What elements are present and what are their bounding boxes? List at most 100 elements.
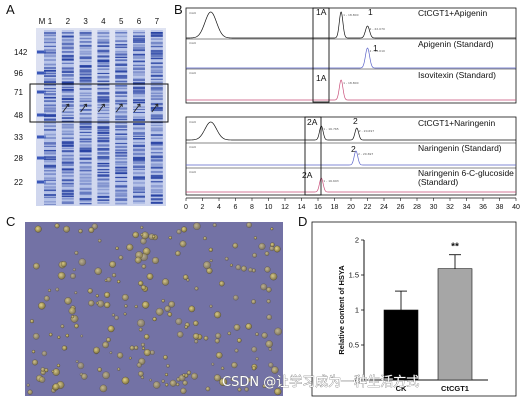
x-tick-label: 28 (413, 204, 421, 211)
x-tick-label: 8 (250, 204, 254, 211)
bar (437, 268, 473, 381)
y-tick-label: 2 (355, 236, 359, 245)
panel-c-micrograph (25, 222, 283, 396)
cell-particle (138, 280, 144, 286)
cell-particle (194, 339, 199, 344)
cell-particle (255, 357, 259, 361)
gel-lane (97, 30, 110, 204)
cell-particle (177, 331, 184, 338)
cell-particle (230, 378, 234, 382)
x-tick-label: 6 (234, 204, 238, 211)
cell-particle (168, 236, 172, 240)
chromatogram-line (186, 121, 516, 141)
marker-band (37, 90, 46, 94)
lane-label: 1 (48, 17, 53, 26)
cell-particle (132, 231, 139, 239)
cell-particle (97, 367, 102, 372)
cell-particle (34, 225, 42, 233)
cell-particle (203, 335, 209, 341)
cell-particle (78, 258, 87, 266)
peak-retention-text: 1 - 18.800 (343, 13, 358, 17)
cell-particle (117, 352, 124, 359)
y-axis-label: Relative content of HSYA (337, 265, 346, 355)
cell-particle (229, 263, 233, 267)
cell-particle (117, 367, 121, 371)
chromatogram-line (186, 150, 516, 166)
cell-particle (107, 325, 115, 333)
cell-particle (102, 371, 110, 380)
cell-particle (118, 255, 124, 260)
cell-particle (141, 301, 150, 309)
trace-header: mAU (189, 120, 196, 124)
cell-particle (81, 373, 88, 380)
cell-particle (65, 333, 70, 338)
trace-row: mAU 1 - 18.800 2 - 22.070 CtCGT1+Apigenin 1A… (186, 7, 516, 39)
cell-particles (26, 222, 282, 396)
trace-label: CtCGT1+Naringenin (418, 118, 496, 128)
cell-particle (141, 264, 147, 269)
peak-retention-text: 1 - 18.800 (343, 81, 358, 85)
micrograph-image (25, 222, 283, 396)
cell-particle (186, 370, 192, 375)
trace-label: Apigenin (Standard) (418, 39, 494, 49)
cell-particle (265, 340, 273, 348)
cell-particle (211, 362, 215, 366)
cell-particle (88, 227, 95, 233)
cell-particle (121, 294, 129, 301)
cell-particle (268, 362, 274, 368)
x-tick-label: 18 (331, 204, 339, 211)
cell-particle (166, 364, 170, 368)
cell-particle (63, 225, 70, 233)
gel-lane (133, 30, 145, 204)
cell-particle (95, 301, 99, 305)
marker-label: 28 (14, 154, 23, 163)
x-tick-label: 24 (380, 204, 388, 211)
gel-lane (44, 30, 56, 205)
chromatogram-line (186, 79, 516, 101)
x-tick-label: 38 (496, 204, 504, 211)
band-arrows (62, 103, 159, 113)
marker-label: 22 (14, 178, 23, 187)
cell-particle (51, 370, 55, 373)
cell-particle (138, 327, 143, 332)
cell-particle (43, 295, 50, 302)
peak-tag: 1 (373, 43, 378, 53)
cell-particle (106, 337, 111, 343)
cell-particle (163, 355, 168, 360)
cell-particle (52, 383, 60, 390)
peak-retention-text: 2 - 20.697 (358, 152, 373, 156)
lane-label: 4 (101, 17, 106, 26)
cell-particle (246, 377, 252, 383)
chromatogram-group-1 (185, 7, 517, 104)
cell-particle (33, 262, 40, 270)
bar-group: CtCGT1 (437, 254, 473, 393)
cell-particle (270, 227, 274, 231)
cell-particle (169, 379, 177, 387)
trace-row: mAU 1 - 16.765 2 - 20.697 CtCGT1+Naringenin… (186, 116, 516, 141)
cell-particle (268, 347, 273, 351)
cell-particle (153, 381, 161, 389)
cell-particle (129, 345, 135, 351)
cell-particle (181, 226, 188, 233)
peak-box-2a (304, 116, 322, 196)
cell-particle (208, 247, 213, 252)
cell-particle (27, 389, 33, 395)
cell-particle (152, 317, 157, 322)
lane-label: M (39, 17, 46, 26)
lane-label: 5 (119, 17, 124, 26)
trace-label: Isovitexin (Standard) (418, 70, 496, 80)
cell-particle (209, 259, 213, 263)
trace-header: mAU (189, 170, 196, 174)
cell-particle (271, 366, 279, 374)
bars: CK CtCGT1 ** (383, 242, 473, 393)
peak-retention-text: 2 - 22.070 (370, 27, 385, 31)
cell-particle (38, 302, 46, 310)
trace-header: mAU (189, 41, 196, 45)
cell-particle (194, 286, 199, 291)
cell-particle (168, 301, 175, 308)
cell-particle (134, 304, 138, 309)
peak-tag: 2 (351, 144, 356, 154)
cell-particle (55, 287, 60, 292)
x-tick-label: 36 (479, 204, 487, 211)
